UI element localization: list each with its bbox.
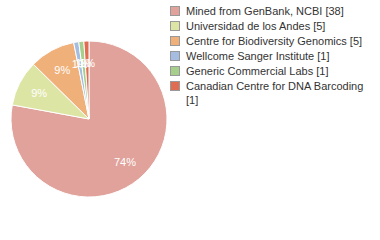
html-text:Generic Commercial Labs [1]: Generic Commercial Labs [1] [186,65,329,77]
html-text:Universidad de los Andes [5]: Universidad de los Andes [5] [186,20,326,32]
svg-text:9%: 9% [54,64,70,76]
svg-text:1%: 1% [79,57,95,69]
html-text:Mined from GenBank, NCBI [38]: Mined from GenBank, NCBI [38] [186,5,344,17]
svg-text:74%: 74% [114,156,136,168]
html-text:Wellcome Sanger Institute [1]: Wellcome Sanger Institute [1] [186,50,330,62]
html-text:Canadian Centre for DNA Barcod: Canadian Centre for DNA Barcoding [1] [186,80,364,106]
html-text:Centre for Biodiversity Genomi: Centre for Biodiversity Genomics [5] [186,35,363,47]
svg-text:9%: 9% [31,87,47,99]
